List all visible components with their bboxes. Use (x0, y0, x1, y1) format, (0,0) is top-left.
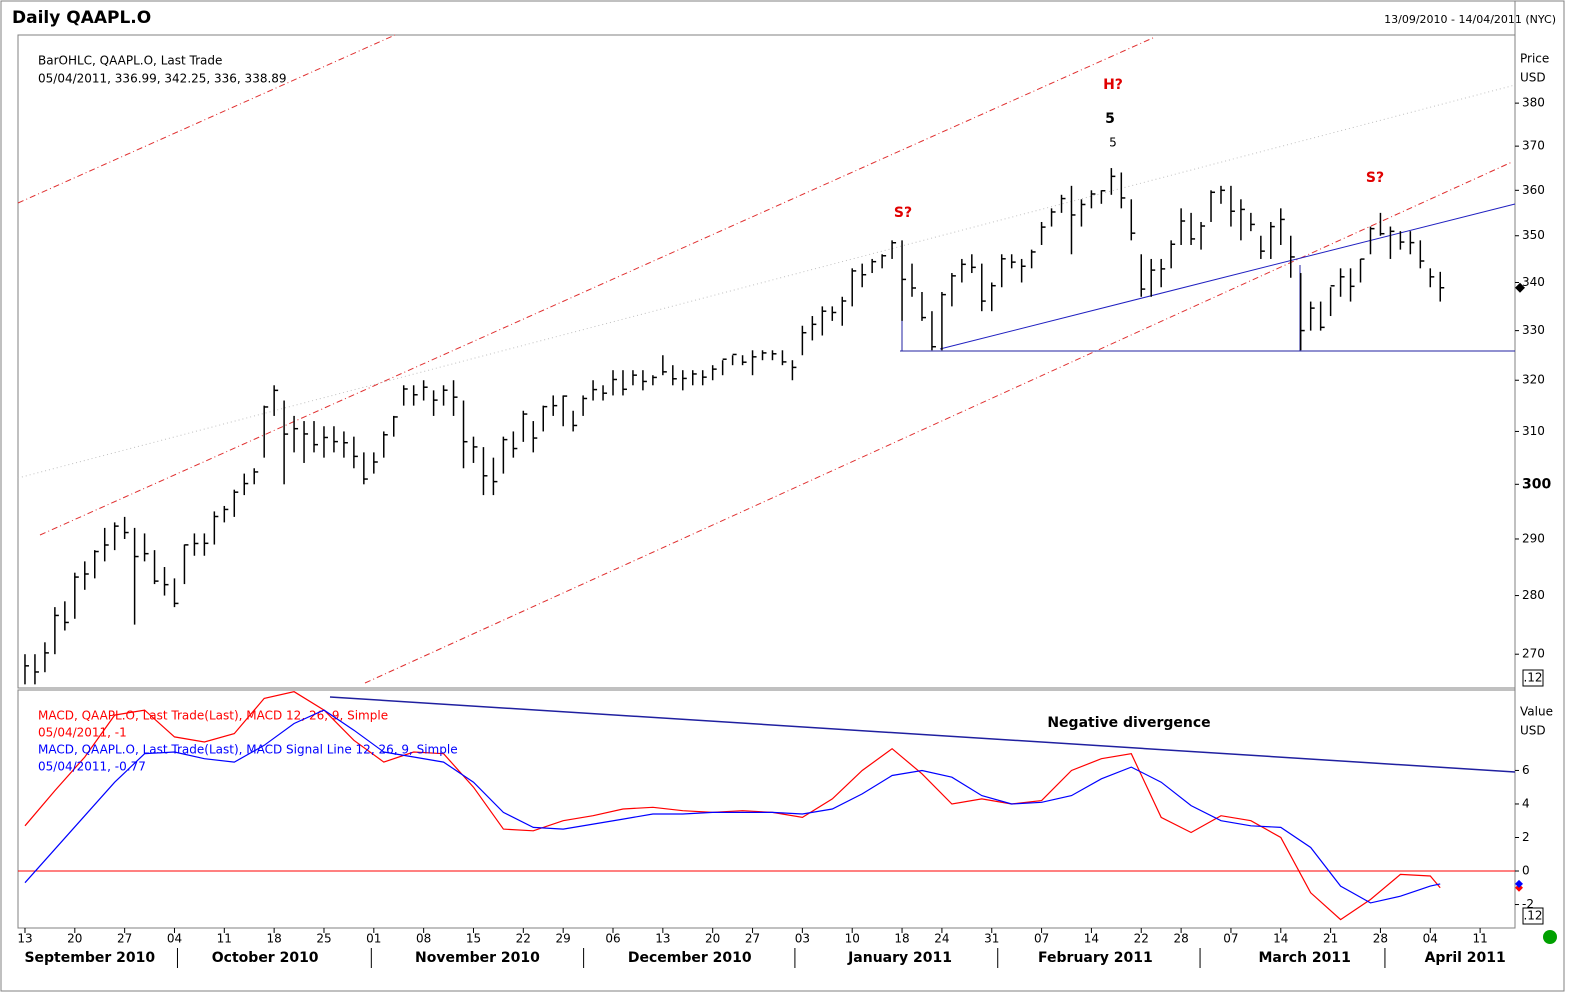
y-tick-label: 360 (1522, 183, 1545, 197)
x-tick-label: 04 (1423, 932, 1438, 946)
x-tick-label: 13 (17, 932, 32, 946)
legend-line: BarOHLC, QAAPL.O, Last Trade (38, 54, 222, 68)
y-tick-label: 6 (1522, 763, 1530, 777)
x-tick-label: 28 (1173, 932, 1188, 946)
x-tick-label: 11 (1472, 932, 1487, 946)
outer-frame (0, 0, 1565, 992)
x-tick-label: 06 (605, 932, 620, 946)
x-tick-label: 27 (745, 932, 760, 946)
status-dot (1543, 930, 1557, 944)
y-tick-label: 340 (1522, 275, 1545, 289)
month-label: February 2011 (1038, 950, 1153, 966)
page-title: Daily QAAPL.O (12, 8, 151, 28)
legend-value: 05/04/2011, -1 (38, 726, 127, 740)
x-tick-label: 13 (655, 932, 670, 946)
x-tick-label: 15 (466, 932, 481, 946)
x-tick-label: 08 (416, 932, 431, 946)
x-tick-label: 01 (366, 932, 381, 946)
scale-label: .12 (1523, 671, 1542, 685)
axis-title: Value (1520, 705, 1553, 719)
macd-line (24, 691, 1441, 921)
x-tick-label: 04 (167, 932, 182, 946)
y-tick-label: 290 (1522, 531, 1545, 545)
legend-entry: MACD, QAAPL.O, Last Trade(Last), MACD 12… (38, 709, 388, 723)
x-tick-label: 31 (984, 932, 999, 946)
legend-line: 05/04/2011, 336.99, 342.25, 336, 338.89 (38, 72, 287, 86)
y-tick-label: 320 (1522, 373, 1545, 387)
y-tick-label: 380 (1522, 96, 1545, 110)
divergence-line (329, 696, 1516, 773)
x-tick-label: 14 (1084, 932, 1099, 946)
y-tick-label: 370 (1522, 139, 1545, 153)
last-value-marker (1515, 879, 1523, 888)
x-tick-label: 11 (217, 932, 232, 946)
x-tick-label: 20 (705, 932, 720, 946)
scale-label: .12 (1523, 909, 1542, 923)
x-tick-label: 14 (1273, 932, 1288, 946)
x-tick-label: 28 (1373, 932, 1388, 946)
annotation: Negative divergence (1047, 715, 1210, 731)
axis-title: Price (1520, 52, 1549, 66)
annotation: S? (894, 205, 912, 221)
channel-line (364, 161, 1513, 684)
channel-line (17, 34, 396, 204)
date-range: 13/09/2010 - 14/04/2011 (NYC) (1384, 13, 1556, 26)
annotation: 5 (1105, 111, 1115, 127)
x-tick-label: 21 (1323, 932, 1338, 946)
x-tick-label: 22 (516, 932, 531, 946)
last-price-marker (1515, 282, 1525, 293)
y-tick-label: 0 (1522, 864, 1530, 878)
x-tick-label: 10 (845, 932, 860, 946)
x-tick-label: 20 (67, 932, 82, 946)
y-tick-label: 330 (1522, 323, 1545, 337)
annotation: 5 (1109, 136, 1117, 150)
x-tick-label: 18 (267, 932, 282, 946)
y-tick-label: 270 (1522, 647, 1545, 661)
x-tick-label: 22 (1134, 932, 1149, 946)
legend-entry: MACD, QAAPL.O, Last Trade(Last), MACD Si… (38, 743, 458, 757)
month-label: November 2010 (415, 950, 540, 966)
y-tick-label: 300 (1522, 476, 1551, 492)
month-label: April 2011 (1425, 950, 1506, 966)
channel-line (39, 36, 1156, 536)
scale-box (1522, 669, 1544, 687)
month-label: March 2011 (1259, 950, 1351, 966)
y-tick-label: -2 (1522, 897, 1534, 911)
macd-line (24, 709, 1441, 904)
x-tick-label: 18 (894, 932, 909, 946)
legend-value: 05/04/2011, -0.77 (38, 760, 146, 774)
month-label: September 2010 (24, 950, 155, 966)
y-tick-label: 2 (1522, 830, 1530, 844)
x-tick-label: 25 (316, 932, 331, 946)
x-tick-label: 24 (934, 932, 949, 946)
x-tick-label: 07 (1223, 932, 1238, 946)
annotation: S? (1366, 170, 1384, 186)
x-tick-label: 03 (795, 932, 810, 946)
x-tick-label: 27 (117, 932, 132, 946)
axis-title: USD (1520, 724, 1546, 738)
month-label: December 2010 (628, 950, 752, 966)
y-tick-label: 310 (1522, 424, 1545, 438)
month-label: January 2011 (847, 950, 952, 966)
annotation: H? (1103, 77, 1123, 93)
axis-title: USD (1520, 71, 1546, 85)
scale-box (1522, 907, 1544, 925)
x-tick-label: 29 (556, 932, 571, 946)
neckline (939, 203, 1516, 350)
month-label: October 2010 (212, 950, 319, 966)
y-tick-label: 280 (1522, 588, 1545, 602)
y-tick-label: 4 (1522, 796, 1530, 810)
x-tick-label: 07 (1034, 932, 1049, 946)
y-tick-label: 350 (1522, 228, 1545, 242)
